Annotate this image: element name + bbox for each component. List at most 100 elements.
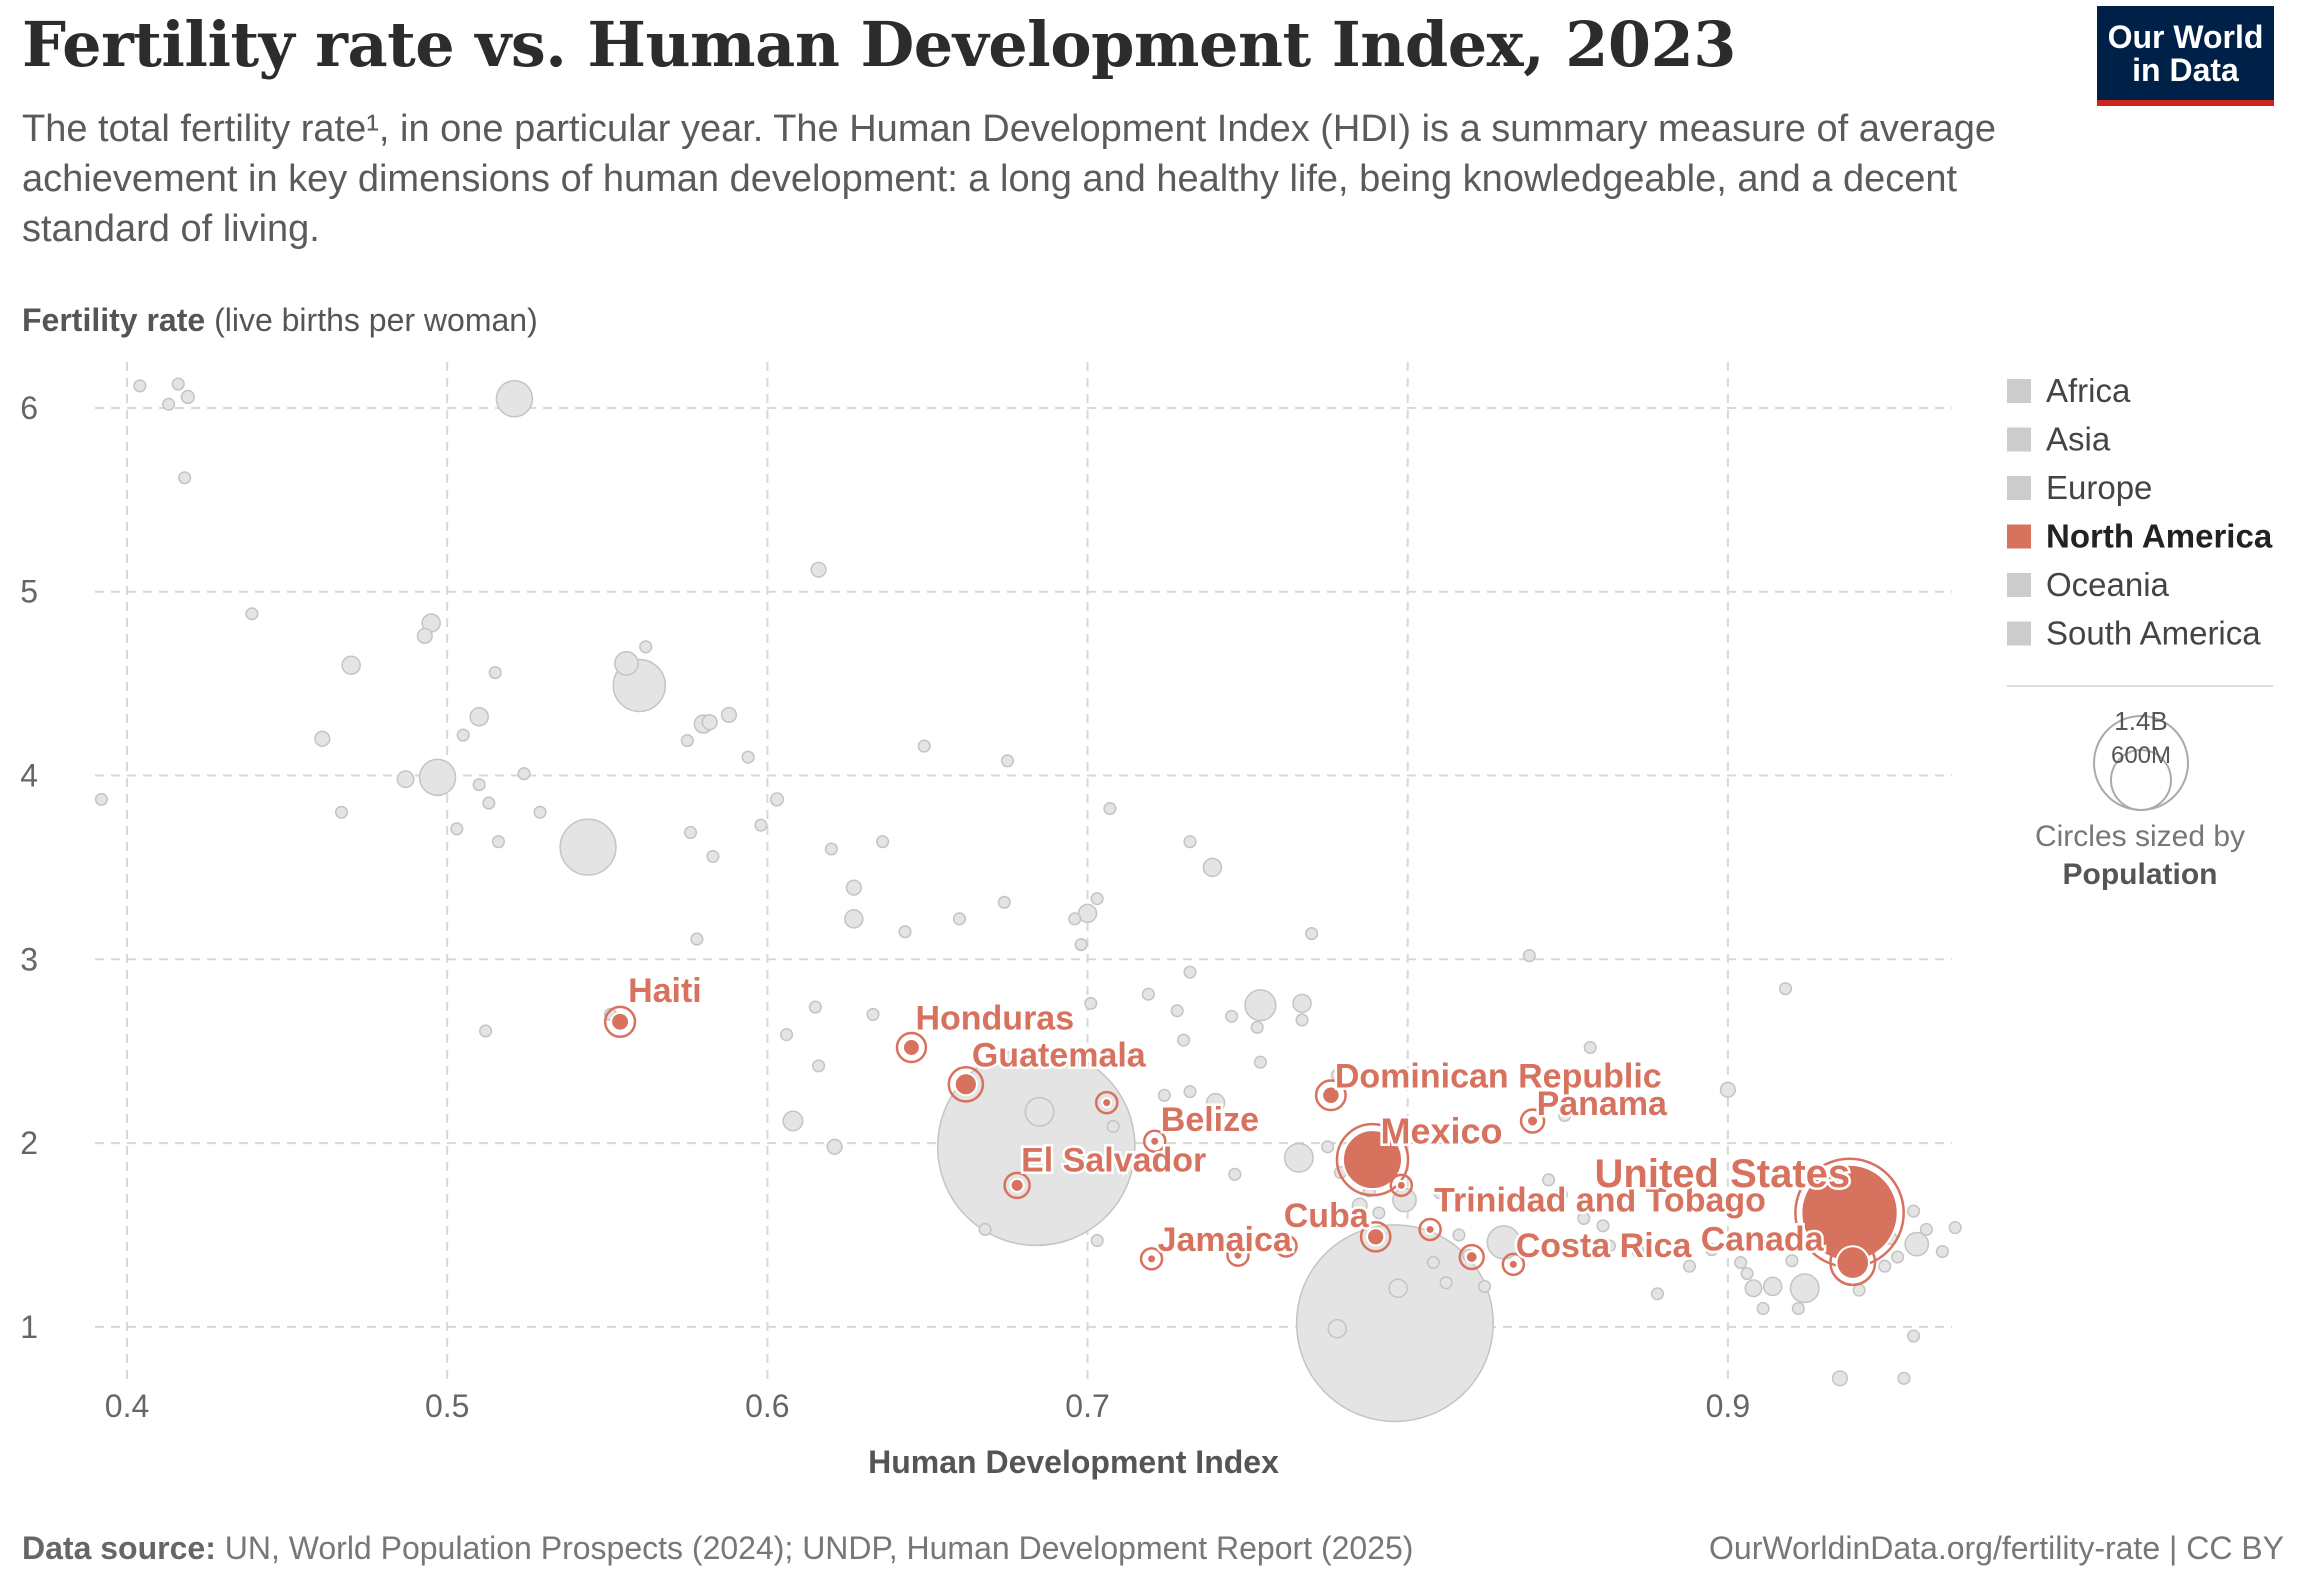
background-point	[1948, 1221, 1962, 1235]
background-point	[1831, 1370, 1849, 1387]
background-point	[1426, 1255, 1440, 1270]
background-point	[1650, 1287, 1665, 1301]
highlight-point	[1526, 1114, 1540, 1128]
highlight-point-ring	[1389, 1173, 1414, 1198]
background-point	[1205, 1092, 1226, 1113]
background-point	[1789, 1273, 1820, 1304]
background-point	[1024, 1096, 1055, 1127]
background-point	[450, 822, 464, 836]
background-point	[706, 849, 720, 863]
background-point	[690, 932, 704, 946]
background-point	[1090, 1233, 1104, 1248]
background-point	[1935, 1244, 1949, 1259]
highlight-point	[1341, 1129, 1404, 1191]
size-legend-caption: Circles sized by Population	[1980, 818, 2300, 894]
background-point	[812, 1059, 826, 1073]
x-axis-label: Human Development Index	[868, 1444, 1279, 1480]
background-point	[1157, 1088, 1171, 1102]
background-point	[1852, 1283, 1866, 1297]
background-point	[936, 1047, 1136, 1247]
highlight-point-ring	[1139, 1247, 1164, 1271]
background-point	[178, 471, 192, 485]
size-legend-small-label: 600M	[2111, 742, 2171, 769]
background-point	[1791, 1301, 1805, 1316]
background-point	[1253, 1055, 1267, 1069]
highlight-point	[1149, 1135, 1161, 1147]
legend-swatch	[2007, 379, 2031, 403]
highlight-point	[953, 1072, 978, 1097]
background-point	[1744, 1279, 1763, 1298]
legend-swatch	[2007, 621, 2031, 646]
owid-logo[interactable]: Our World in Data	[2097, 6, 2274, 106]
y-tick-label: 3	[20, 941, 38, 977]
background-point	[559, 818, 617, 876]
background-point	[824, 842, 838, 856]
background-point	[741, 750, 755, 764]
size-legend-caption-text: Circles sized by	[2034, 820, 2246, 853]
background-point	[1682, 1259, 1697, 1273]
background-point	[769, 792, 785, 807]
background-point	[754, 818, 768, 832]
x-tick-label: 0.4	[105, 1388, 149, 1424]
background-point	[334, 805, 349, 819]
highlight-point-ring	[947, 1065, 985, 1103]
highlight-point	[1507, 1258, 1519, 1270]
background-point	[1785, 1254, 1799, 1268]
background-point	[720, 706, 738, 723]
background-point	[780, 1028, 794, 1042]
background-point	[1778, 982, 1793, 996]
background-point	[1103, 802, 1117, 816]
highlight-point-ring	[1829, 1238, 1877, 1287]
point-label: Canada	[1701, 1221, 1825, 1259]
y-axis-label-main: Fertility rate	[22, 302, 214, 338]
data-source-label: Data source:	[22, 1530, 216, 1566]
background-point	[1068, 912, 1082, 926]
background-point	[1183, 1085, 1197, 1099]
highlight-point-ring	[1143, 1129, 1167, 1153]
background-point	[917, 739, 931, 753]
footer-link[interactable]: OurWorldinData.org/fertility-rate | CC B…	[1709, 1530, 2284, 1566]
background-point	[456, 728, 470, 742]
background-point	[133, 379, 147, 393]
highlight-point-ring	[1335, 1122, 1410, 1197]
background-point	[680, 734, 694, 748]
background-point	[171, 377, 185, 391]
point-label: Haiti	[628, 972, 702, 1010]
background-point	[517, 767, 531, 781]
background-point	[1183, 835, 1197, 849]
highlight-point	[1321, 1085, 1341, 1106]
background-point	[1878, 1259, 1892, 1273]
highlight-point-ring	[1003, 1171, 1031, 1200]
background-point	[1327, 1318, 1348, 1339]
highlight-point-ring	[1418, 1217, 1442, 1242]
legend-item-label: Oceania	[2046, 566, 2170, 603]
background-point	[683, 825, 698, 840]
background-point	[1305, 927, 1319, 941]
background-point	[1295, 1013, 1309, 1027]
background-point	[491, 835, 505, 849]
highlight-point-ring	[603, 1005, 637, 1038]
point-label: El Salvador	[1021, 1141, 1206, 1179]
point-label: Mexico	[1380, 1111, 1502, 1152]
background-point	[1762, 1276, 1783, 1297]
legend-swatch	[2007, 573, 2031, 597]
y-axis-label-unit: (live births per woman)	[214, 302, 538, 338]
background-point	[1596, 1219, 1610, 1233]
background-point	[1228, 1167, 1242, 1181]
background-point	[1202, 857, 1223, 878]
legend-item-label: South America	[2046, 615, 2261, 652]
highlight-point-ring	[1458, 1243, 1485, 1271]
background-point	[1295, 1224, 1494, 1423]
background-point	[1433, 1186, 1447, 1200]
background-point	[1542, 1173, 1556, 1187]
background-point	[1897, 1371, 1911, 1385]
x-tick-label: 0.6	[745, 1388, 789, 1424]
highlight-point-ring	[1274, 1234, 1298, 1258]
highlight-point	[1280, 1240, 1292, 1252]
background-point	[1583, 1040, 1597, 1055]
highlight-point-ring	[1314, 1079, 1347, 1112]
logo-line-2: in Data	[2132, 52, 2239, 88]
background-point	[1891, 1250, 1905, 1264]
point-label: Dominican Republic	[1335, 1057, 1662, 1095]
point-label: Cuba	[1284, 1197, 1370, 1235]
